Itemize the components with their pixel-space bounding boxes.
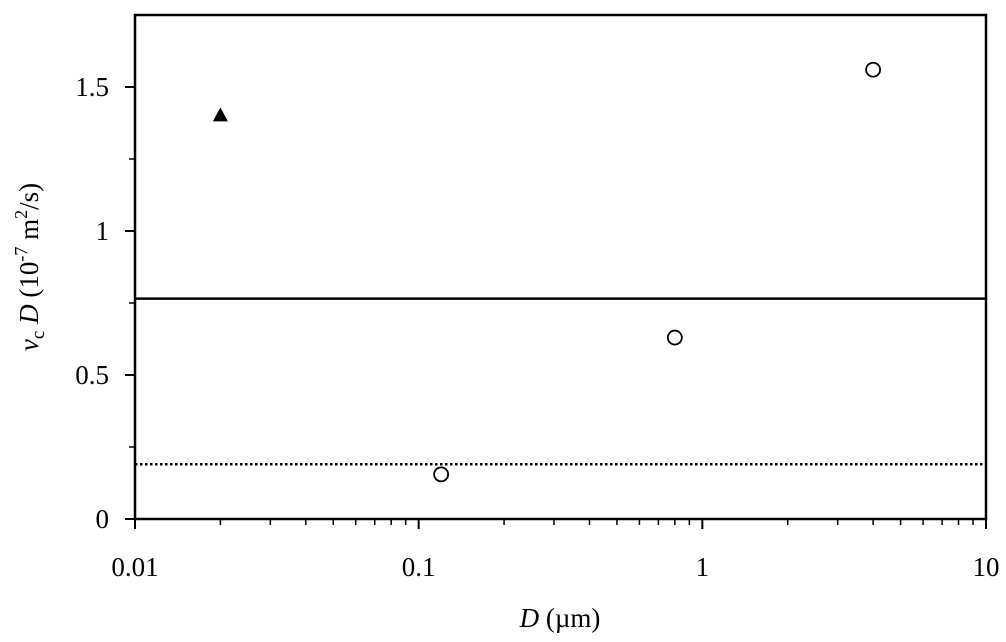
circle-point bbox=[666, 329, 683, 346]
x-axis-title-variable: D bbox=[519, 603, 540, 633]
x-tick-label: 10 bbox=[973, 552, 1000, 582]
y-axis-title: vc D (10-7 m2/s) bbox=[11, 183, 49, 351]
triangle-point bbox=[212, 107, 228, 122]
x-axis-tick-labels: 0.01 0.1 1 10 bbox=[111, 552, 999, 582]
y-axis-title-close: /s) bbox=[14, 183, 44, 210]
circle-point bbox=[433, 466, 450, 483]
y-tick-label: 1 bbox=[96, 216, 110, 246]
y-tick-label: 0.5 bbox=[75, 360, 109, 390]
y-axis-title-velocity: v bbox=[14, 339, 44, 351]
y-axis-title-space bbox=[14, 324, 44, 331]
x-tick-label: 0.1 bbox=[402, 552, 436, 582]
x-axis-title-unit: (µm) bbox=[539, 603, 600, 633]
circle-point bbox=[865, 61, 882, 78]
reference-lines bbox=[135, 297, 986, 466]
y-tick-label: 1.5 bbox=[75, 72, 109, 102]
y-axis-title-exponent: -7 bbox=[11, 247, 31, 262]
x-axis-ticks bbox=[134, 519, 987, 529]
data-points bbox=[212, 61, 882, 483]
y-axis-title-open: (10 bbox=[14, 262, 44, 305]
y-axis-title-unit-exponent: 2 bbox=[11, 210, 31, 219]
y-tick-label: 0 bbox=[96, 504, 110, 534]
plot-frame bbox=[133, 13, 988, 521]
x-axis-title: D (µm) bbox=[519, 603, 601, 633]
y-axis-tick-labels: 0 0.5 1 1.5 bbox=[75, 72, 109, 534]
y-axis-title-subscript: c bbox=[28, 331, 49, 339]
y-axis-title-diameter: D bbox=[14, 304, 44, 325]
y-axis-ticks bbox=[125, 86, 135, 520]
y-axis-title-unit: m bbox=[14, 219, 44, 247]
x-tick-label: 1 bbox=[696, 552, 710, 582]
x-tick-label: 0.01 bbox=[111, 552, 158, 582]
